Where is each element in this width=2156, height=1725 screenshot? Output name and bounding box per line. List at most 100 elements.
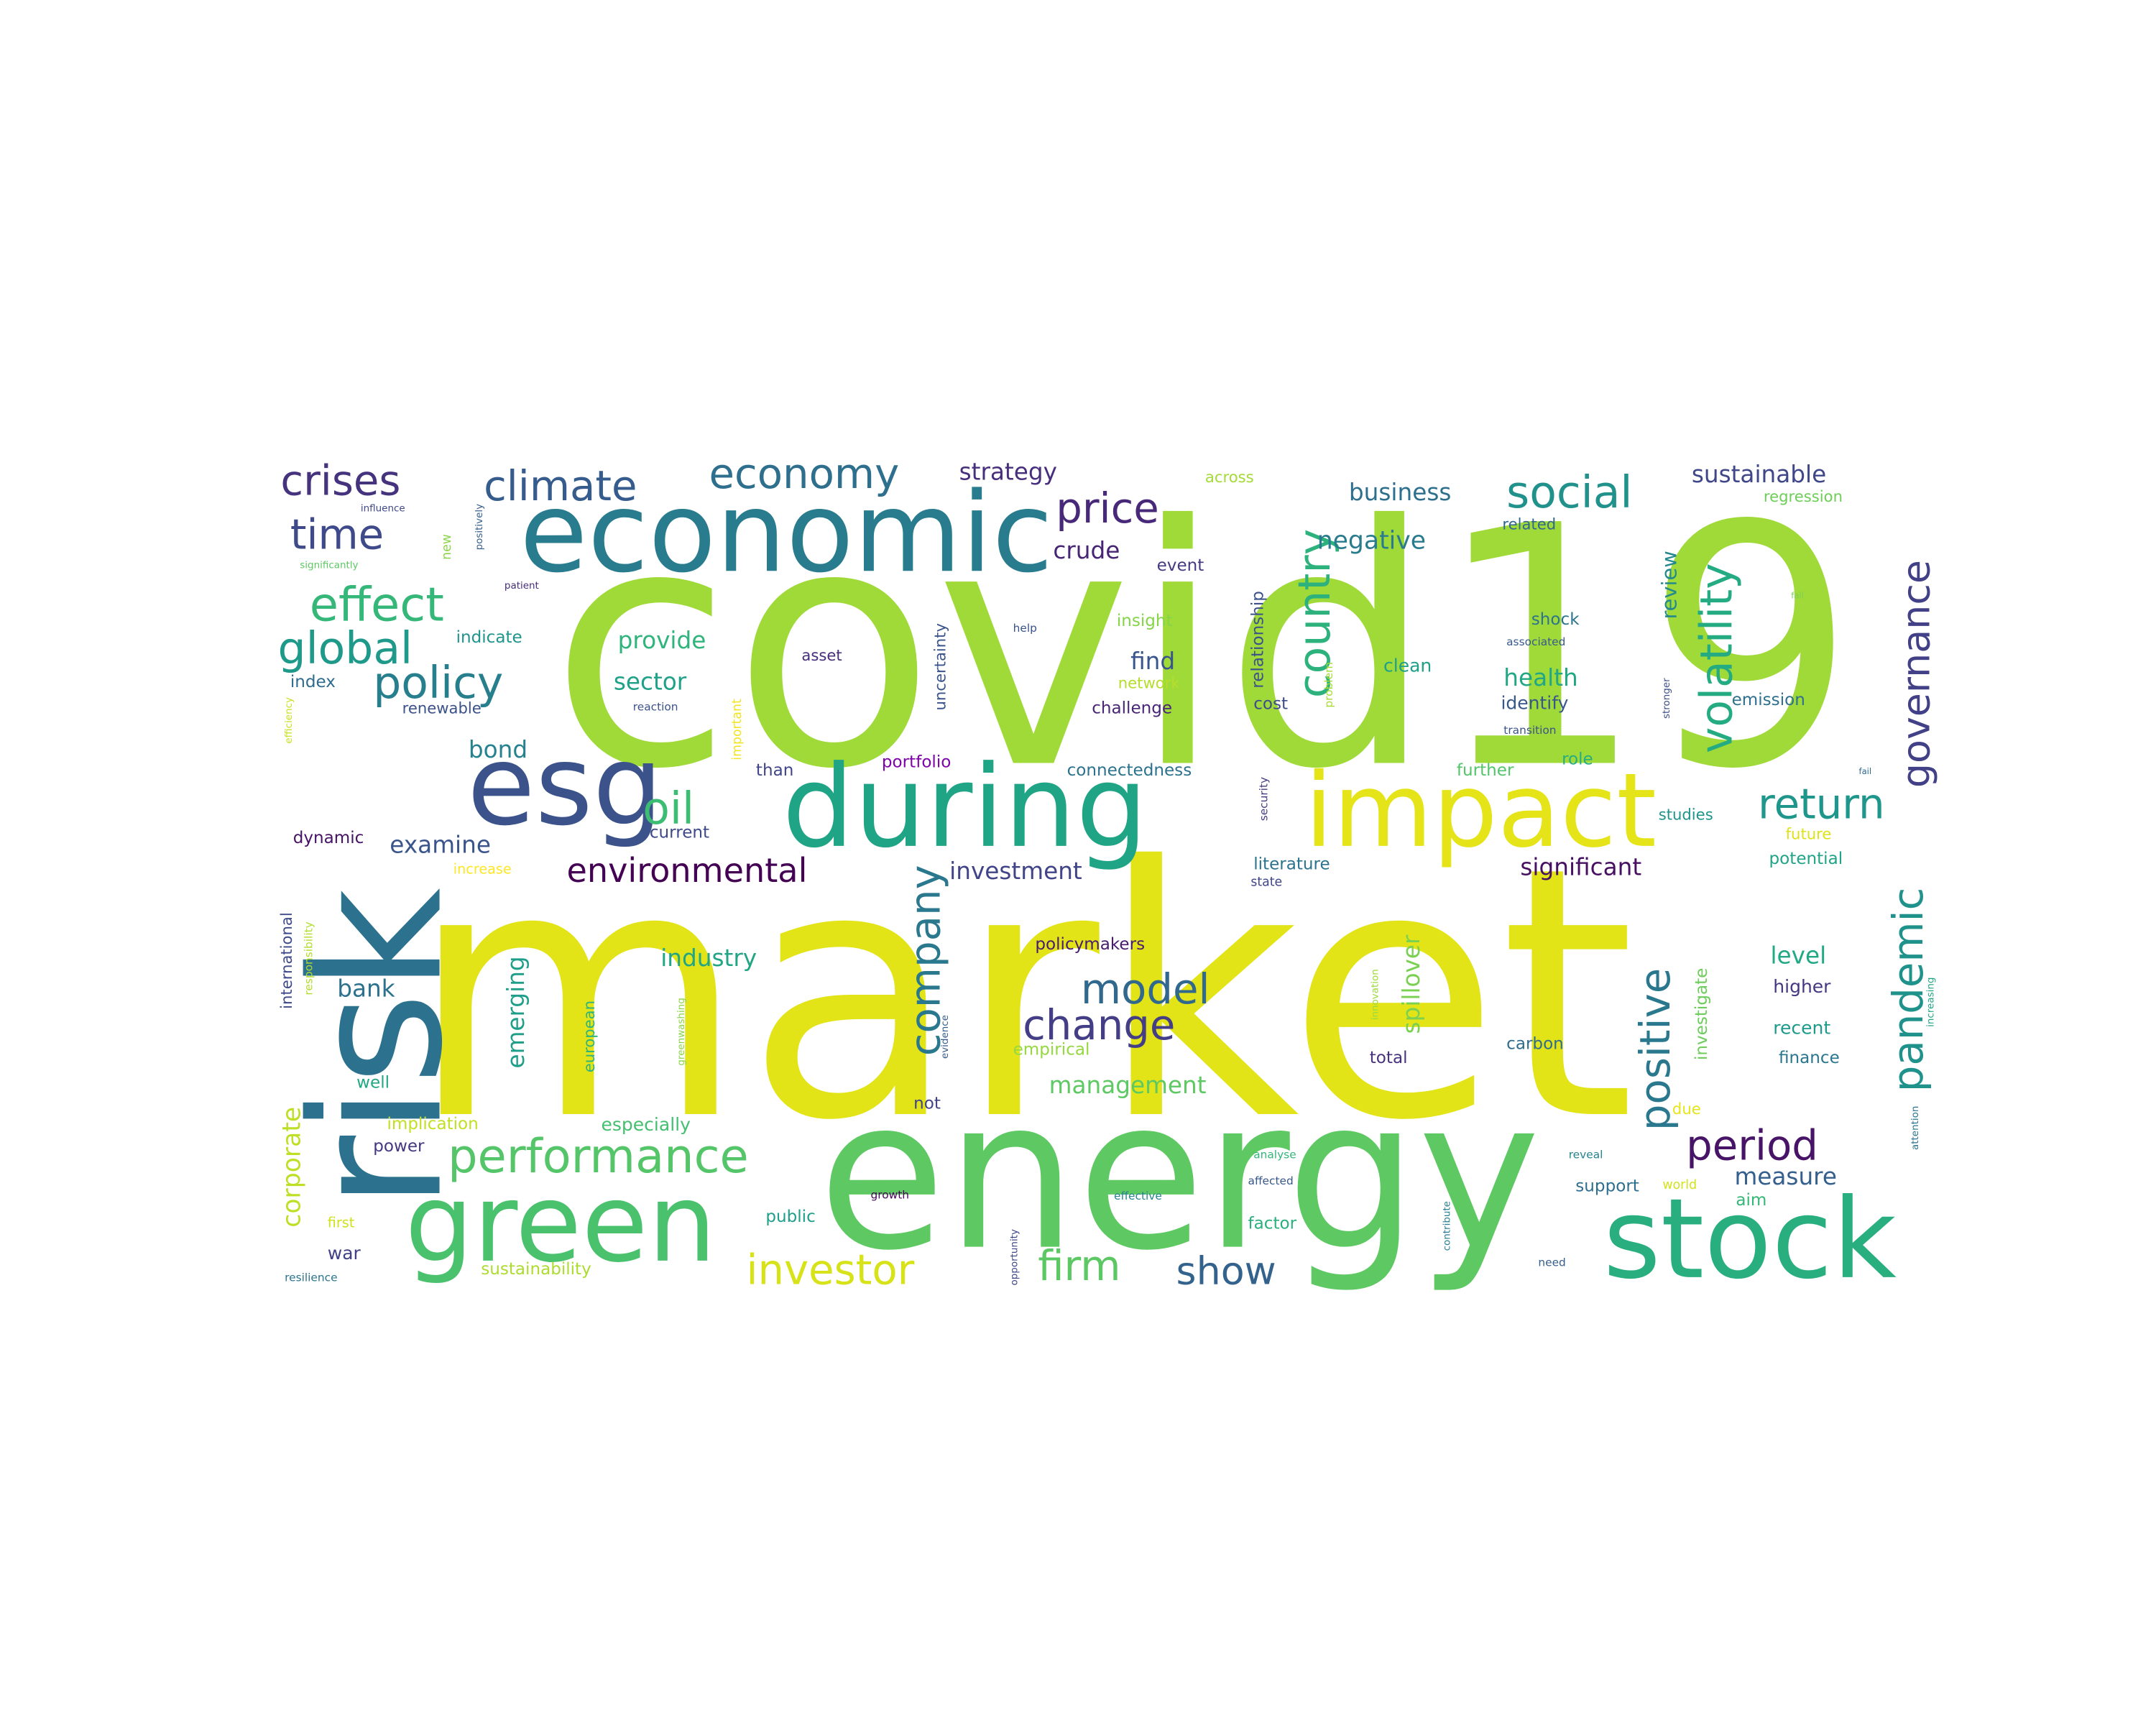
word-european: european [580, 1000, 598, 1072]
word-policymakers: policymakers [1035, 935, 1145, 954]
word-shock: shock [1531, 610, 1580, 629]
word-aim: aim [1736, 1191, 1766, 1210]
word-well: well [356, 1073, 390, 1092]
word-state: state [1250, 875, 1282, 890]
word-asset: asset [801, 646, 842, 664]
word-performance: performance [448, 1129, 749, 1184]
word-analyse: analyse [1253, 1149, 1296, 1162]
word-investigate: investigate [1692, 968, 1711, 1060]
word-measure: measure [1734, 1163, 1837, 1190]
word-change: change [1023, 1000, 1175, 1049]
word-especially: especially [602, 1114, 691, 1135]
word-country: country [1289, 529, 1340, 698]
word-governance: governance [1894, 560, 1939, 788]
word-management: management [1049, 1072, 1207, 1099]
word-literature: literature [1253, 855, 1330, 874]
word-portfolio: portfolio [882, 753, 951, 771]
word-carbon: carbon [1506, 1035, 1564, 1054]
word-patient: patient [505, 581, 539, 592]
word-show: show [1176, 1248, 1276, 1294]
word-cost: cost [1253, 695, 1288, 714]
word-future: future [1786, 824, 1832, 842]
word-connectedness: connectedness [1067, 761, 1192, 780]
word-review: review [1657, 551, 1682, 619]
word-war: war [328, 1243, 361, 1264]
word-insight: insight [1117, 612, 1173, 630]
word-climate: climate [484, 461, 637, 510]
word-than: than [756, 761, 793, 780]
word-uncertainty: uncertainty [931, 623, 949, 710]
word-support: support [1575, 1177, 1639, 1196]
word-effect: effect [310, 577, 444, 632]
word-sustainable: sustainable [1692, 461, 1826, 488]
word-corporate: corporate [277, 1107, 306, 1228]
word-health: health [1503, 664, 1577, 691]
word-responsibility: responsibility [303, 921, 315, 995]
word-fail: fail [1859, 766, 1872, 776]
word-emission: emission [1732, 691, 1805, 709]
word-problem: problem [1322, 662, 1335, 708]
word-stronger: stronger [1662, 678, 1672, 719]
word-clean: clean [1383, 656, 1432, 676]
word-help: help [1013, 622, 1037, 635]
word-volatility: volatility [1691, 563, 1743, 753]
word-empirical: empirical [1013, 1040, 1090, 1059]
word-period: period [1686, 1121, 1818, 1169]
word-affected: affected [1248, 1174, 1294, 1187]
word-transition: transition [1503, 724, 1556, 737]
word-investment: investment [949, 857, 1082, 885]
word-evidence: evidence [940, 1015, 951, 1059]
word-green: green [405, 1162, 716, 1287]
word-energy: energy [818, 1055, 1540, 1297]
word-network: network [1118, 674, 1181, 692]
word-current: current [650, 823, 709, 842]
word-bank: bank [337, 975, 395, 1003]
word-higher: higher [1773, 976, 1831, 997]
word-challenge: challenge [1092, 699, 1172, 717]
word-significant: significant [1520, 853, 1641, 880]
word-market: market [409, 794, 1635, 1196]
word-not: not [913, 1094, 941, 1113]
word-implication: implication [387, 1115, 478, 1133]
word-first: first [328, 1215, 355, 1231]
word-covid19: covid19 [550, 456, 1856, 842]
word-pandemic: pandemic [1884, 888, 1932, 1092]
word-related: related [1502, 515, 1556, 533]
word-studies: studies [1659, 805, 1713, 823]
word-renewable: renewable [402, 699, 482, 717]
word-international: international [277, 912, 295, 1009]
word-world: world [1662, 1178, 1697, 1192]
word-examine: examine [390, 832, 491, 859]
word-emerging: emerging [502, 956, 530, 1068]
word-total: total [1370, 1049, 1408, 1067]
word-crude: crude [1053, 537, 1120, 564]
word-sustainability: sustainability [481, 1260, 591, 1279]
word-model: model [1081, 965, 1210, 1013]
word-positively: positively [474, 504, 485, 551]
word-power: power [373, 1137, 425, 1156]
word-across: across [1205, 468, 1254, 486]
word-growth: growth [871, 1188, 910, 1201]
word-attention: attention [1910, 1106, 1921, 1150]
word-effective: effective [1114, 1190, 1162, 1202]
word-associated: associated [1506, 635, 1565, 648]
word-new: new [440, 534, 454, 560]
word-relationship: relationship [1249, 591, 1268, 689]
word-identify: identify [1501, 693, 1568, 714]
word-stock: stock [1603, 1175, 1897, 1304]
word-factor: factor [1248, 1215, 1297, 1233]
word-bond: bond [469, 736, 528, 763]
word-reveal: reveal [1569, 1149, 1603, 1162]
word-opportunity: opportunity [1009, 1229, 1020, 1285]
word-economic: economic [520, 469, 1053, 597]
word-increasing: increasing [1925, 978, 1936, 1027]
word-potential: potential [1769, 850, 1843, 868]
word-increase: increase [453, 860, 512, 877]
word-esg: esg [467, 722, 663, 850]
word-positive: positive [1631, 968, 1680, 1131]
word-spillover: spillover [1398, 934, 1425, 1034]
word-environmental: environmental [566, 851, 807, 890]
word-contribute: contribute [1442, 1201, 1452, 1251]
word-event: event [1157, 556, 1204, 575]
word-company: company [901, 865, 950, 1056]
